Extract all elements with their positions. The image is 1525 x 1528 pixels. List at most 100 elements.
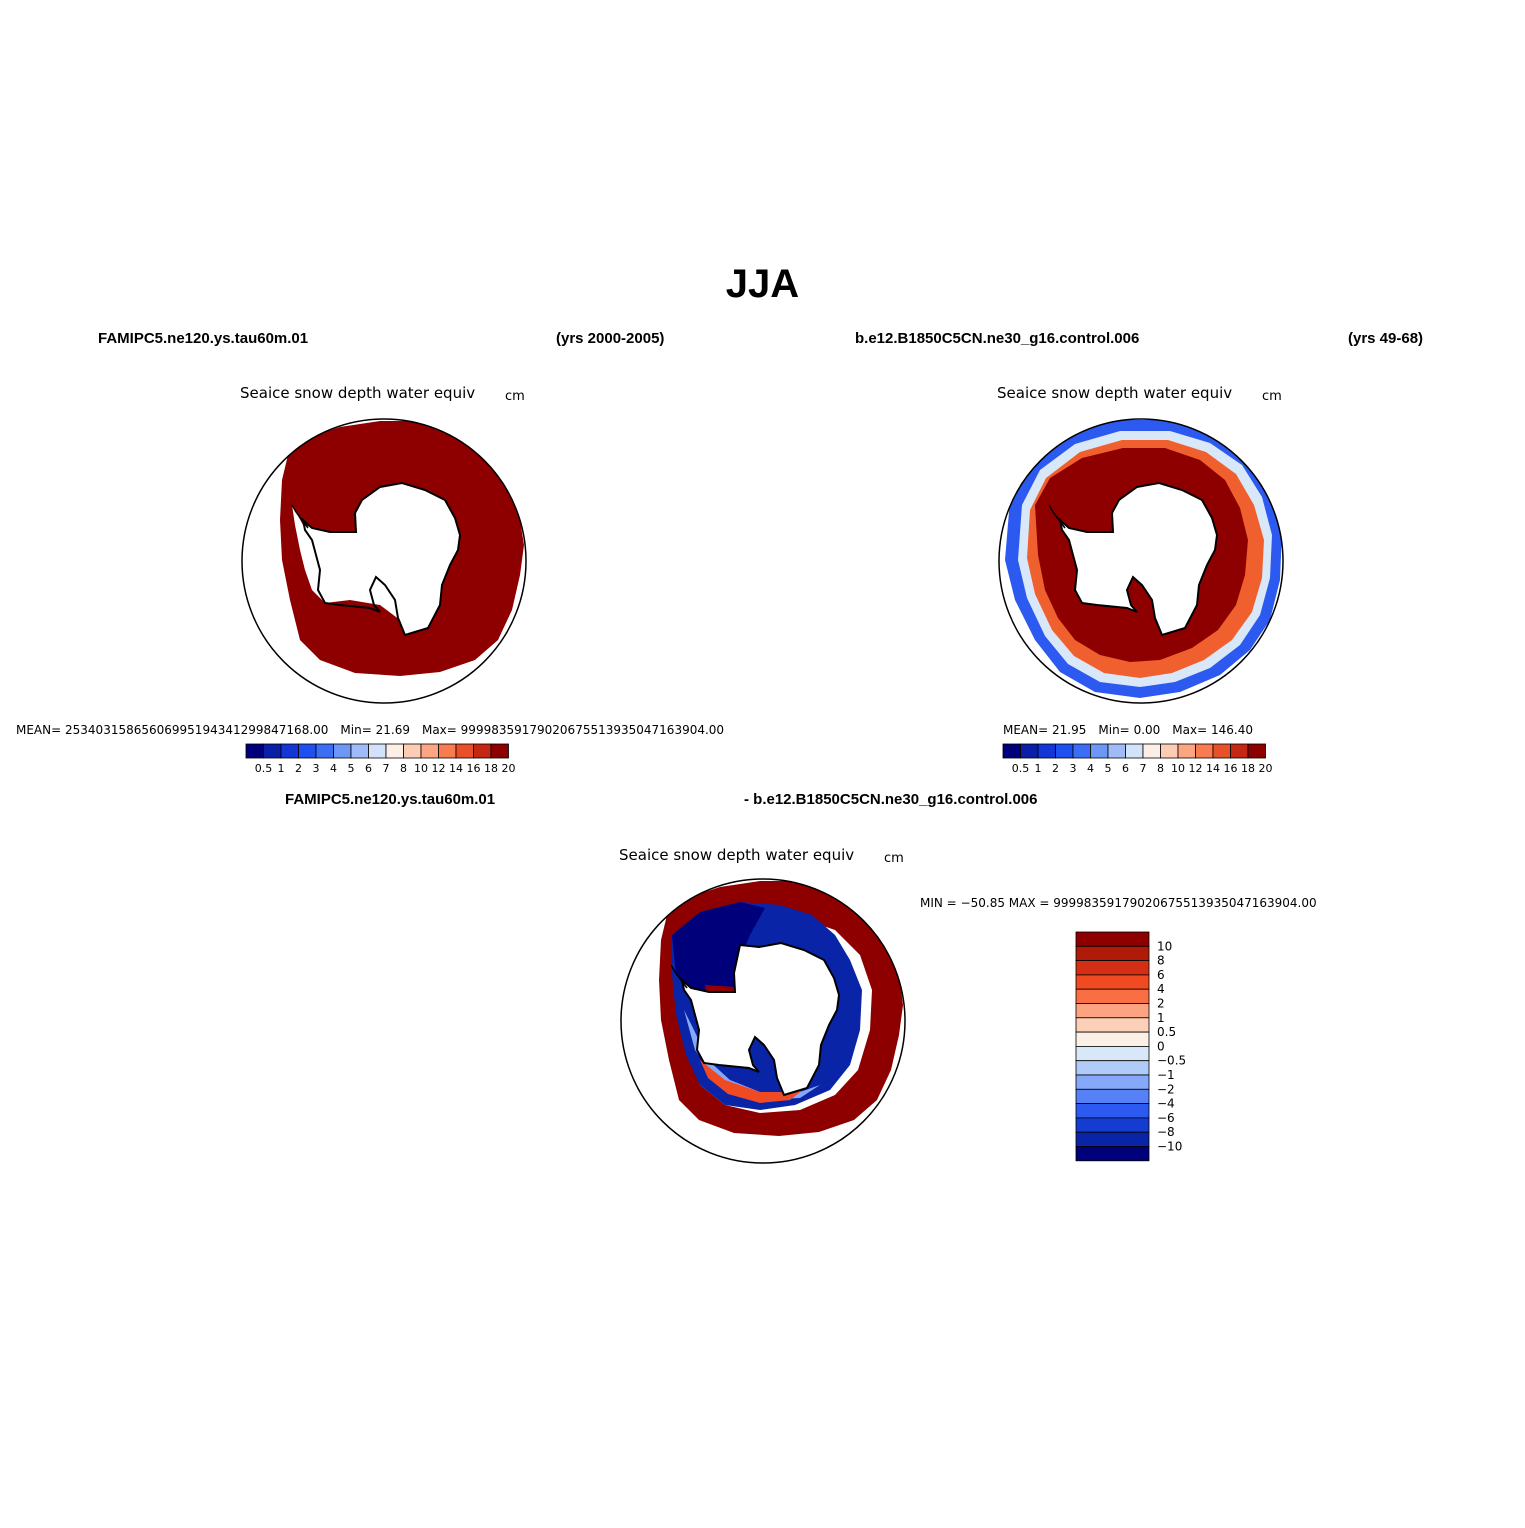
panel1-colorbar-swatch	[420, 743, 439, 759]
diff-colorbar-swatch	[1075, 1131, 1150, 1147]
diff-colorbar-label: 10	[1157, 939, 1172, 953]
diff-colorbar-swatch	[1075, 974, 1150, 990]
panel1-colorbar-label: 1	[278, 762, 285, 775]
panel2-colorbar-swatch	[1072, 743, 1091, 759]
panel2-colorbar-label: 1	[1035, 762, 1042, 775]
panel1-colorbar-swatch	[455, 743, 474, 759]
panel2-peninsula	[1048, 504, 1066, 529]
panel1-colorbar-label: 7	[383, 762, 390, 775]
panel2-antarctica-land	[1060, 483, 1217, 635]
diff-map-boundary	[620, 878, 906, 1164]
panel1-plot-title: Seaice snow depth water equiv	[240, 384, 476, 402]
diff-plot-title: Seaice snow depth water equiv	[619, 846, 855, 864]
panel2-colorbar-label: 10	[1171, 762, 1185, 775]
panel2-colorbar-label: 18	[1241, 762, 1255, 775]
diff-colorbar-label: −6	[1157, 1111, 1175, 1125]
panel2-colorbar-label: 7	[1140, 762, 1147, 775]
diff-colorbar-label: 6	[1157, 968, 1165, 982]
panel1-colorbar-swatch	[473, 743, 492, 759]
diff-red-outer	[659, 881, 903, 1136]
diff-peninsula	[670, 964, 688, 989]
panel2-colorbar-swatch	[1002, 743, 1021, 759]
panel1-case-name: FAMIPC5.ne120.ys.tau60m.01	[98, 330, 309, 347]
panel1-colorbar-swatch	[333, 743, 352, 759]
diff-deep-blue-wedge	[672, 902, 765, 992]
diff-orange-streak	[700, 1060, 808, 1103]
panel2-colorbar-label: 3	[1070, 762, 1077, 775]
panel1-colorbar-swatch	[403, 743, 422, 759]
panel2-colorbar-label: 4	[1087, 762, 1094, 775]
panel2-colorbar-label: 5	[1105, 762, 1112, 775]
panel1-colorbar: 0.5 1 2 3 4 5 6 7 8 10 12 14 16 18 20	[245, 743, 516, 775]
panel1-colorbar-swatch	[368, 743, 387, 759]
panel1-colorbar-label: 10	[414, 762, 428, 775]
panel2-plot-title: Seaice snow depth water equiv	[997, 384, 1233, 402]
panel2-colorbar-label: 8	[1157, 762, 1164, 775]
panel1-colorbar-label: 20	[502, 762, 516, 775]
diff-colorbar-swatch	[1075, 1031, 1150, 1047]
diff-colorbar-swatch	[1075, 931, 1150, 947]
panel1-colorbar-label: 12	[432, 762, 446, 775]
panel1-colorbar-label: 3	[313, 762, 320, 775]
panel2-colorbar-swatch	[1020, 743, 1039, 759]
panel2-colorbar-label: 12	[1189, 762, 1203, 775]
diff-colorbar-swatch	[1075, 960, 1150, 976]
panel1-colorbar-label: 14	[449, 762, 463, 775]
panel2-stats: MEAN= 21.95 Min= 0.00 Max= 146.40	[1003, 723, 1253, 737]
diff-colorbar-label: −2	[1157, 1082, 1175, 1096]
panel1-colorbar-label: 6	[365, 762, 372, 775]
panel1-map-boundary	[241, 418, 527, 704]
diff-map	[620, 878, 906, 1164]
panel2-case-name: b.e12.B1850C5CN.ne30_g16.control.006	[855, 330, 1140, 347]
diff-colorbar-swatch	[1075, 988, 1150, 1004]
diff-colorbar-swatch	[1075, 1060, 1150, 1076]
panel1-mean: 25340315865606995194341299847168.00	[65, 723, 329, 737]
panel1-peninsula	[291, 504, 309, 529]
panel1-colorbar-label: 5	[348, 762, 355, 775]
panel2-antarctica-coastline	[1058, 481, 1219, 637]
panel2-map	[998, 418, 1284, 704]
panel2-colorbar-swatch	[1160, 743, 1179, 759]
panel1-colorbar-label: 16	[467, 762, 481, 775]
panel1-colorbar-label: 4	[330, 762, 337, 775]
panel2-colorbar-label: 14	[1206, 762, 1220, 775]
panel2-colorbar-swatch	[1055, 743, 1074, 759]
panel1-colorbar-label: 8	[400, 762, 407, 775]
diff-colorbar-swatch	[1075, 1088, 1150, 1105]
panel2-colorbar-label: 6	[1122, 762, 1129, 775]
diff-colorbar-label: −1	[1157, 1068, 1175, 1082]
panel2-colorbar: 0.5 1 2 3 4 5 6 7 8 10 12 14 16 18 20	[1002, 743, 1273, 775]
diff-colorbar-swatch	[1075, 1117, 1150, 1133]
panel1-colorbar-swatch	[315, 743, 334, 759]
panel2-colorbar-swatch	[1142, 743, 1161, 759]
panel2-max: 146.40	[1210, 723, 1253, 737]
panel2-colorbar-label: 16	[1224, 762, 1238, 775]
panel2-colorbar-label: 20	[1259, 762, 1273, 775]
panel2-min: 0.00	[1133, 723, 1161, 737]
panel1-antarctica-coastline	[301, 481, 462, 637]
panel2-units: cm	[1262, 389, 1282, 404]
panel2-colorbar-swatch	[1177, 743, 1196, 759]
panel2-colorbar-swatch	[1125, 743, 1144, 759]
figure-title: JJA	[725, 262, 800, 306]
diff-colorbar-label: 8	[1157, 954, 1165, 968]
diff-minmax: MIN = −50.85 MAX = 999983591790206755139…	[920, 896, 1317, 910]
panel2-colorbar-swatch	[1107, 743, 1126, 759]
panel1-colorbar-swatch	[385, 743, 404, 759]
diff-colorbar-label: −4	[1157, 1097, 1175, 1111]
diff-case-a: FAMIPC5.ne120.ys.tau60m.01	[285, 791, 496, 808]
diff-colorbar-label: 4	[1157, 982, 1165, 996]
panel1-colorbar-swatch	[438, 743, 457, 759]
panel2-years: (yrs 49-68)	[1348, 330, 1424, 347]
panel1-colorbar-swatch	[490, 743, 509, 759]
diff-colorbar-label: 2	[1157, 997, 1165, 1011]
panel2-colorbar-swatch	[1195, 743, 1214, 759]
panel2-mean: 21.95	[1052, 723, 1087, 737]
diff-colorbar-swatch	[1075, 1046, 1150, 1062]
panel1-units: cm	[505, 389, 525, 404]
panel1-colorbar-swatch	[245, 743, 264, 759]
panel2-colorbar-swatch	[1230, 743, 1249, 759]
panel1-map	[241, 418, 527, 704]
panel1-max: 99998359179020675513935047163904.00	[460, 723, 725, 737]
